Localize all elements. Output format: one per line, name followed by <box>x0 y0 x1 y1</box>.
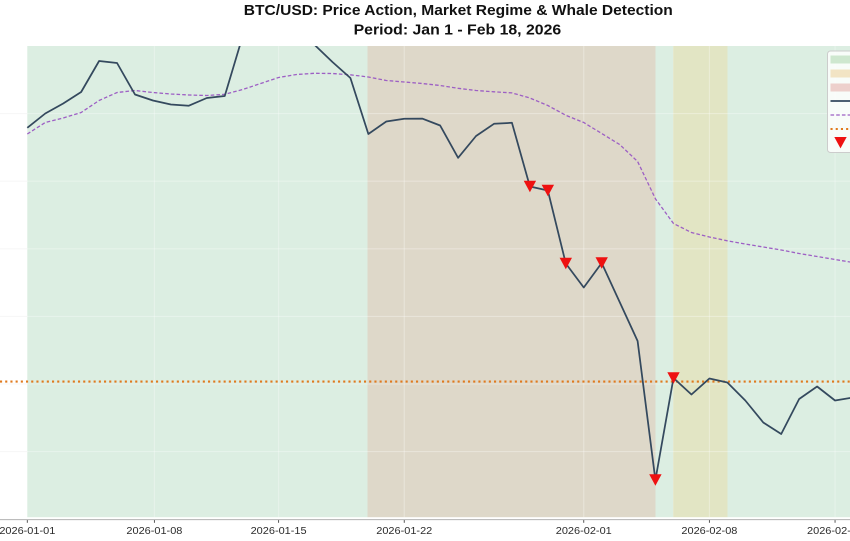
svg-text:Period: Jan 1 - Feb 18, 2026: Period: Jan 1 - Feb 18, 2026 <box>354 22 562 39</box>
svg-text:2026-01-08: 2026-01-08 <box>126 526 183 537</box>
svg-text:2026-01-22: 2026-01-22 <box>376 526 432 537</box>
svg-text:BTC/USD: Price Action, Market: BTC/USD: Price Action, Market Regime & W… <box>244 2 673 19</box>
svg-text:2026-02-08: 2026-02-08 <box>681 526 738 537</box>
svg-text:2026-01-15: 2026-01-15 <box>251 526 308 537</box>
svg-text:2026-01-01: 2026-01-01 <box>0 526 55 537</box>
svg-text:2026-02-15: 2026-02-15 <box>807 526 850 537</box>
svg-text:2026-02-01: 2026-02-01 <box>556 526 612 537</box>
